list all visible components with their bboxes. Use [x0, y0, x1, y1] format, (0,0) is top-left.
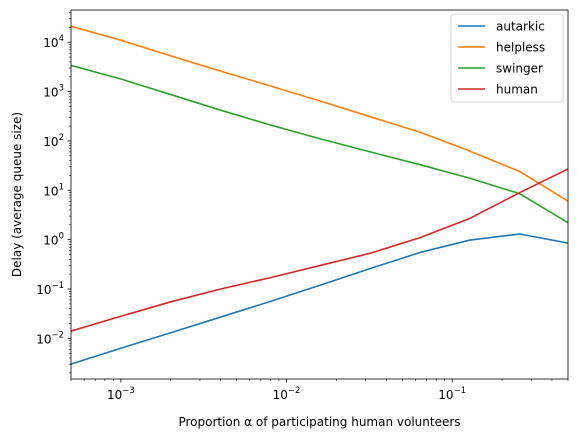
legend-label-autarkic: autarkic [496, 20, 545, 34]
x-tick-label: 10−1 [438, 386, 466, 402]
legend-label-swinger: swinger [496, 62, 543, 76]
legend-label-helpless: helpless [496, 41, 545, 55]
legend-box [450, 13, 564, 103]
plot-frame [70, 9, 569, 380]
legend-label-human: human [496, 83, 538, 97]
x-axis-ticks: 10−3 10−2 10−1 [70, 379, 569, 402]
y-tick-label: 101 [43, 182, 64, 198]
legend: autarkic helpless swinger human [450, 13, 564, 103]
y-tick-label: 10−1 [36, 281, 64, 297]
series-line-human [71, 168, 568, 332]
x-tick-label: 10−3 [107, 386, 135, 402]
series-line-swinger [71, 64, 568, 224]
y-tick-label: 10−2 [36, 330, 64, 346]
y-tick-label: 103 [43, 84, 64, 100]
y-tick-label: 104 [43, 34, 64, 50]
series-layer [71, 25, 568, 365]
y-tick-label: 100 [43, 232, 64, 248]
x-axis-label: Proportion α of participating human volu… [178, 415, 460, 429]
y-tick-label: 102 [43, 133, 64, 149]
y-axis-ticks: 10−2 10−1 100 101 102 103 104 [36, 12, 71, 374]
y-axis-label: Delay (average queue size) [10, 112, 24, 277]
series-line-helpless [71, 25, 568, 202]
series-line-autarkic [71, 233, 568, 365]
x-tick-label: 10−2 [273, 386, 301, 402]
